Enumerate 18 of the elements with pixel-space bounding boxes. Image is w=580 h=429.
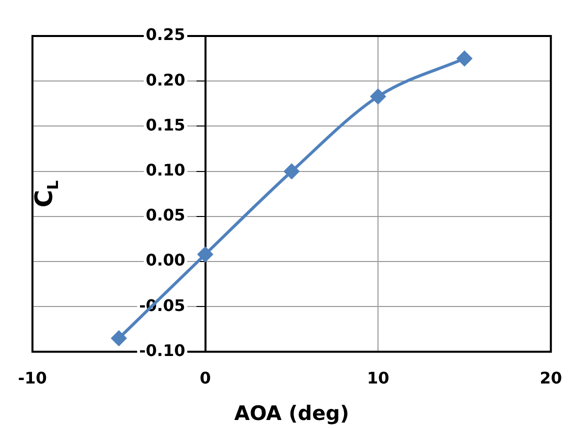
y-tick-label: 0.25 xyxy=(146,25,186,44)
point xyxy=(370,88,386,104)
y-tick-label: -0.10 xyxy=(139,340,186,360)
point xyxy=(111,330,126,346)
point xyxy=(284,164,300,179)
y-tick-label: 0.00 xyxy=(146,250,186,270)
point xyxy=(456,51,472,66)
point xyxy=(198,246,213,262)
y-tick-label: 0.20 xyxy=(146,70,186,90)
x-tick-label: 20 xyxy=(540,368,562,388)
x-tick-label: -10 xyxy=(18,368,47,388)
y-axis-title: CL xyxy=(30,180,62,208)
y-tick-label: 0.10 xyxy=(146,160,186,180)
x-tick-label: 10 xyxy=(366,368,390,388)
y-tick-label: 0.05 xyxy=(146,206,186,225)
x-axis-title: AOA (deg) xyxy=(234,401,350,426)
y-tick-label: 0.15 xyxy=(146,115,186,134)
x-tick-label: 0 xyxy=(200,368,211,388)
